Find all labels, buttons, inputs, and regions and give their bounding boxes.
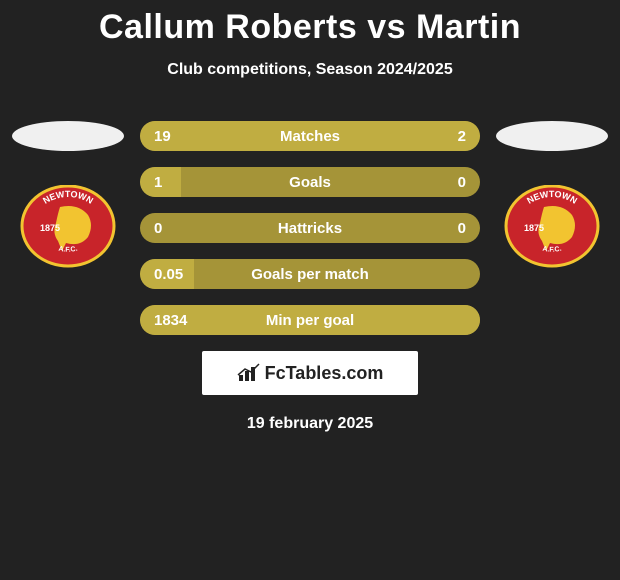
stat-bar: 19Matches2 (140, 121, 480, 151)
crest-name-bottom: A.F.C. (58, 246, 78, 254)
chart-icon (237, 363, 261, 383)
subtitle: Club competitions, Season 2024/2025 (0, 61, 620, 79)
stat-bar: 1834Min per goal (140, 305, 480, 335)
stats-bars: 19Matches21Goals00Hattricks00.05Goals pe… (140, 121, 480, 335)
stat-label: Goals per match (220, 266, 400, 283)
club-crest-right: 1875 NEWTOWN A.F.C. (502, 185, 602, 273)
stat-value-right: 0 (400, 220, 480, 237)
comparison-panel: 1875 NEWTOWN A.F.C. 19Matches21Goals00Ha… (0, 121, 620, 335)
stat-value-left: 0 (140, 220, 220, 237)
stat-bar: 1Goals0 (140, 167, 480, 197)
stat-value-right: 2 (400, 128, 480, 145)
player-left-silhouette (12, 121, 124, 151)
date-label: 19 february 2025 (0, 415, 620, 433)
stat-label: Matches (220, 128, 400, 145)
stat-label: Goals (220, 174, 400, 191)
page-title: Callum Roberts vs Martin (0, 0, 620, 47)
stat-value-left: 1 (140, 174, 220, 191)
stat-bar: 0.05Goals per match (140, 259, 480, 289)
stat-value-left: 1834 (140, 312, 220, 329)
stat-bar: 0Hattricks0 (140, 213, 480, 243)
stat-value-left: 0.05 (140, 266, 220, 283)
crest-name-bottom: A.F.C. (542, 246, 562, 254)
crest-year: 1875 (40, 223, 60, 233)
stat-value-left: 19 (140, 128, 220, 145)
crest-year: 1875 (524, 223, 544, 233)
stat-label: Min per goal (220, 312, 400, 329)
stat-label: Hattricks (220, 220, 400, 237)
watermark: FcTables.com (202, 351, 418, 395)
player-right-silhouette (496, 121, 608, 151)
club-crest-left: 1875 NEWTOWN A.F.C. (18, 185, 118, 273)
player-left-column: 1875 NEWTOWN A.F.C. (8, 121, 128, 273)
player-right-column: 1875 NEWTOWN A.F.C. (492, 121, 612, 273)
watermark-text: FcTables.com (265, 363, 384, 384)
stat-value-right: 0 (400, 174, 480, 191)
